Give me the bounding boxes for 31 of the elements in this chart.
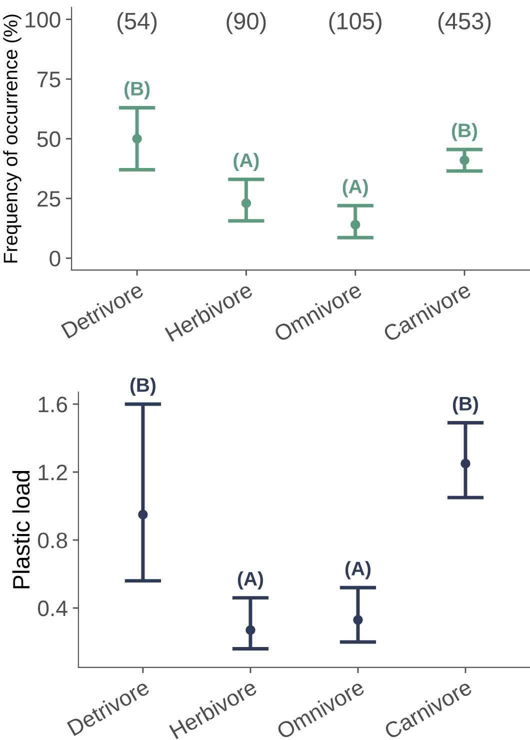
annotation: (105) [329,12,382,34]
annotation: (B) [452,123,478,142]
point [460,458,470,468]
y-axis-title: Plastic load [12,470,30,588]
y-tick-label: 50 [37,131,60,148]
annotation: (453) [438,12,491,34]
y-tick-label: 0 [50,250,60,266]
annotation: (54) [118,12,157,34]
point [132,134,142,144]
point [350,220,360,230]
y-tick-label: 0.8 [38,532,68,548]
point [460,155,470,166]
point [241,198,252,208]
y-axis-title: Frequency of occurrence (%) [3,14,22,263]
annotation: (90) [226,12,266,34]
point [138,510,148,520]
annotation: (A) [238,571,263,590]
annotation: (B) [130,378,156,396]
y-tick-label: 1.2 [38,464,67,480]
annotation: (A) [234,152,259,172]
annotation: (A) [342,179,368,198]
y-tick-label: 0.4 [38,600,68,616]
y-tick-label: 1.6 [38,396,68,412]
point [246,625,256,635]
annotation: (B) [452,396,478,414]
y-tick-label: 100 [26,12,60,28]
annotation: (A) [345,561,371,580]
y-tick-label: 75 [38,72,60,88]
annotation: (B) [124,81,150,100]
y-tick-label: 25 [38,190,60,207]
point [353,615,363,625]
